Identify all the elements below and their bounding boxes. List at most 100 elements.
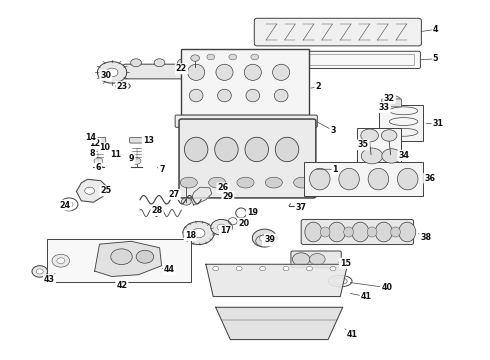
Ellipse shape [272,64,290,80]
Circle shape [217,224,226,230]
Text: 42: 42 [116,281,127,290]
Text: 24: 24 [60,201,71,210]
Text: 25: 25 [100,186,111,195]
Text: 38: 38 [420,233,431,242]
Text: 7: 7 [159,165,165,174]
Ellipse shape [218,89,231,102]
Ellipse shape [131,59,142,67]
Text: 36: 36 [424,174,435,183]
Ellipse shape [189,89,203,102]
Ellipse shape [305,222,322,242]
Circle shape [85,187,95,194]
Circle shape [382,149,401,163]
Polygon shape [76,179,107,202]
Ellipse shape [275,137,299,162]
Circle shape [252,229,277,247]
Circle shape [251,54,259,60]
Text: 5: 5 [433,54,439,63]
Text: 2: 2 [316,82,321,91]
Ellipse shape [216,64,233,80]
Circle shape [236,266,242,271]
Text: 22: 22 [176,64,187,73]
Ellipse shape [180,177,197,188]
Text: 32: 32 [384,94,395,103]
FancyBboxPatch shape [255,51,420,68]
Ellipse shape [328,222,345,242]
Text: 4: 4 [433,25,439,34]
Ellipse shape [391,227,400,237]
Ellipse shape [368,168,389,190]
Ellipse shape [294,177,311,188]
Ellipse shape [310,168,330,190]
Circle shape [106,68,118,77]
Circle shape [361,129,378,142]
Polygon shape [206,264,347,297]
Text: 30: 30 [100,71,111,80]
Text: 21: 21 [263,237,274,246]
Circle shape [36,269,43,274]
Ellipse shape [246,89,260,102]
Ellipse shape [154,59,165,67]
Circle shape [207,54,215,60]
Text: 43: 43 [44,275,55,284]
Circle shape [361,148,383,164]
Text: 23: 23 [116,82,127,91]
Circle shape [213,266,219,271]
Text: 41: 41 [361,292,372,301]
Polygon shape [216,307,343,339]
Circle shape [307,266,313,271]
Bar [181,49,309,116]
FancyBboxPatch shape [291,251,341,267]
Text: 34: 34 [398,151,409,160]
Text: 31: 31 [433,119,443,128]
Text: 44: 44 [164,265,175,274]
Ellipse shape [201,59,212,67]
Ellipse shape [375,222,392,242]
FancyBboxPatch shape [123,64,225,79]
Ellipse shape [245,137,269,162]
FancyBboxPatch shape [130,137,144,143]
FancyBboxPatch shape [254,18,421,46]
Ellipse shape [116,82,130,90]
Circle shape [98,62,127,83]
FancyBboxPatch shape [92,137,106,143]
Circle shape [283,266,289,271]
Text: 28: 28 [151,206,163,215]
Text: 17: 17 [220,226,231,235]
Ellipse shape [339,168,359,190]
Ellipse shape [320,227,330,237]
Text: 13: 13 [143,136,154,145]
Text: 27: 27 [169,190,180,199]
Text: 26: 26 [218,183,228,192]
Text: 20: 20 [239,219,249,228]
Text: 41: 41 [347,330,358,339]
FancyBboxPatch shape [175,115,318,127]
Ellipse shape [215,137,238,162]
Circle shape [310,253,325,265]
Circle shape [52,254,70,267]
Circle shape [132,158,141,164]
Ellipse shape [120,85,126,87]
Text: 8: 8 [90,149,96,158]
Circle shape [260,234,270,242]
Text: 39: 39 [265,235,276,244]
Circle shape [111,249,132,265]
Circle shape [183,222,214,244]
Text: 19: 19 [247,208,258,217]
Ellipse shape [397,168,418,190]
Text: 40: 40 [381,283,392,292]
FancyBboxPatch shape [382,99,401,107]
FancyBboxPatch shape [179,119,316,198]
Circle shape [192,228,205,238]
Ellipse shape [237,177,254,188]
Ellipse shape [245,64,261,80]
Circle shape [57,258,65,264]
Text: 37: 37 [295,203,307,212]
Text: 15: 15 [340,259,351,268]
Circle shape [260,266,266,271]
Bar [47,239,191,282]
Bar [357,128,401,162]
Ellipse shape [382,95,401,105]
Circle shape [32,266,48,277]
Ellipse shape [367,227,377,237]
